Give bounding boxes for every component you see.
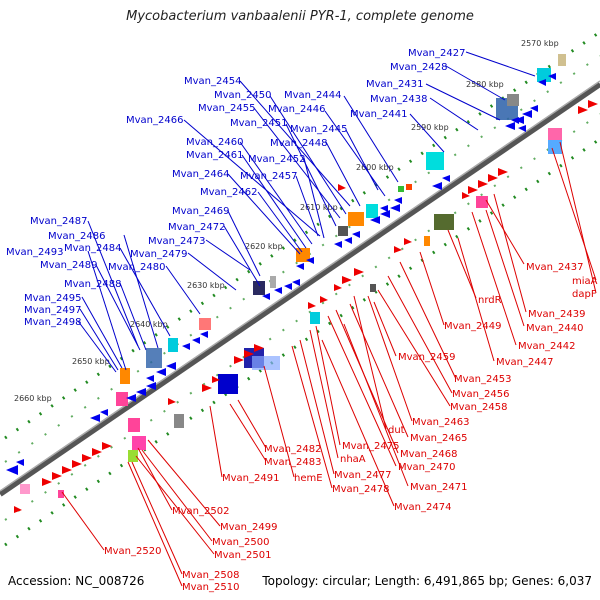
gene-label: Mvan_2484 bbox=[64, 243, 121, 254]
gene-label: nhaA bbox=[340, 454, 366, 465]
accession-text: Accession: NC_008726 bbox=[8, 574, 145, 588]
gene-label: Mvan_2477 bbox=[334, 470, 391, 481]
gene-label: Mvan_2469 bbox=[172, 206, 229, 217]
gene-label: Mvan_2482 bbox=[264, 444, 321, 455]
topology-text: Topology: circular; Length: 6,491,865 bp… bbox=[262, 574, 592, 588]
gene-label: Mvan_2455 bbox=[198, 103, 255, 114]
gene-label: nrdR bbox=[478, 295, 502, 306]
gene-label: Mvan_2463 bbox=[412, 417, 469, 428]
forward-leaders bbox=[77, 51, 536, 373]
gene-label: Mvan_2499 bbox=[220, 522, 277, 533]
gene-label: Mvan_2446 bbox=[268, 104, 325, 115]
gene-label: Mvan_2489 bbox=[40, 260, 97, 271]
gene-label: Mvan_2450 bbox=[214, 90, 271, 101]
gene-label: Mvan_2520 bbox=[104, 546, 161, 557]
gene-label: Mvan_2447 bbox=[496, 357, 553, 368]
tick-labels: 2570 kbp 2580 kbp 2590 kbp 2600 kbp 2610… bbox=[14, 39, 559, 403]
gene-label: Mvan_2458 bbox=[450, 402, 507, 413]
gene-label: Mvan_2475 bbox=[342, 441, 399, 452]
gene-label: Mvan_2453 bbox=[454, 374, 511, 385]
tick-label: 2640 kbp bbox=[130, 320, 168, 329]
tick-label: 2610 kbp bbox=[300, 203, 338, 212]
gene-label: Mvan_2437 bbox=[526, 262, 583, 273]
gene-label: Mvan_2448 bbox=[270, 138, 327, 149]
gene-label: Mvan_2428 bbox=[390, 62, 447, 73]
map-title: Mycobacterium vanbaalenii PYR-1, complet… bbox=[126, 9, 474, 24]
gene-label: Mvan_2459 bbox=[398, 352, 455, 363]
gene-label: Mvan_2440 bbox=[526, 323, 583, 334]
gene-label: Mvan_2452 bbox=[248, 154, 305, 165]
gene-label: Mvan_2502 bbox=[172, 506, 229, 517]
gene-label: Mvan_2473 bbox=[148, 236, 205, 247]
gene-label: Mvan_2442 bbox=[518, 341, 575, 352]
tick-label: 2590 kbp bbox=[411, 123, 449, 132]
gene-label: Mvan_2486 bbox=[48, 231, 105, 242]
gene-label: Mvan_2454 bbox=[184, 76, 241, 87]
gene-label: Mvan_2457 bbox=[240, 171, 297, 182]
gene-label: Mvan_2483 bbox=[264, 457, 321, 468]
gene-label: Mvan_2439 bbox=[528, 309, 585, 320]
gene-label: dapF bbox=[572, 289, 597, 300]
reverse-arrows bbox=[14, 100, 598, 513]
tick-label: 2600 kbp bbox=[356, 163, 394, 172]
gene-label: Mvan_2462 bbox=[200, 187, 257, 198]
gene-label: Mvan_2468 bbox=[400, 449, 457, 460]
gene-label: Mvan_2451 bbox=[230, 118, 287, 129]
gene-label: Mvan_2449 bbox=[444, 321, 501, 332]
gene-label: Mvan_2445 bbox=[290, 124, 347, 135]
gene-label: Mvan_2488 bbox=[64, 279, 121, 290]
reverse-gene-labels: Mvan_2437 miaA dapF nrdR Mvan_2439 Mvan_… bbox=[104, 262, 598, 593]
tick-label: 2630 kbp bbox=[187, 281, 225, 290]
gene-label: Mvan_2495 bbox=[24, 293, 81, 304]
gene-label: Mvan_2510 bbox=[182, 582, 239, 593]
forward-arrows bbox=[6, 73, 556, 475]
feature-blocks bbox=[20, 54, 566, 498]
gene-label: Mvan_2474 bbox=[394, 502, 451, 513]
gene-label: Mvan_2444 bbox=[284, 90, 341, 101]
gene-label: Mvan_2493 bbox=[6, 247, 63, 258]
gene-label: Mvan_2479 bbox=[130, 249, 187, 260]
gene-label: Mvan_2461 bbox=[186, 150, 243, 161]
tick-label: 2570 kbp bbox=[521, 39, 559, 48]
gene-label: Mvan_2471 bbox=[410, 482, 467, 493]
gene-label: miaA bbox=[572, 276, 598, 287]
gene-label: Mvan_2438 bbox=[370, 94, 427, 105]
gene-label: Mvan_2497 bbox=[24, 305, 81, 316]
reverse-leaders bbox=[61, 141, 597, 587]
gene-label: dut bbox=[388, 425, 405, 436]
gene-label: Mvan_2470 bbox=[398, 462, 455, 473]
gene-label: Mvan_2465 bbox=[410, 433, 467, 444]
gene-label: Mvan_2498 bbox=[24, 317, 81, 328]
gene-label: Mvan_2480 bbox=[108, 262, 165, 273]
gene-label: Mvan_2431 bbox=[366, 79, 423, 90]
gene-label: Mvan_2456 bbox=[452, 389, 509, 400]
gene-label: hemE bbox=[294, 473, 323, 484]
gene-label: Mvan_2441 bbox=[350, 109, 407, 120]
tick-label: 2580 kbp bbox=[466, 80, 504, 89]
gene-label: Mvan_2501 bbox=[214, 550, 271, 561]
gene-label: Mvan_2427 bbox=[408, 48, 465, 59]
tick-label: 2620 kbp bbox=[245, 242, 283, 251]
gene-label: Mvan_2491 bbox=[222, 473, 279, 484]
gene-label: Mvan_2508 bbox=[182, 570, 239, 581]
tick-label: 2660 kbp bbox=[14, 394, 52, 403]
gene-label: Mvan_2472 bbox=[168, 222, 225, 233]
gene-label: Mvan_2478 bbox=[332, 484, 389, 495]
gene-label: Mvan_2460 bbox=[186, 137, 243, 148]
gene-label: Mvan_2464 bbox=[172, 169, 229, 180]
forward-gene-labels: Mvan_2427 Mvan_2428 Mvan_2431 Mvan_2438 … bbox=[6, 48, 465, 328]
gene-label: Mvan_2466 bbox=[126, 115, 183, 126]
gene-label: Mvan_2487 bbox=[30, 216, 87, 227]
tick-label: 2650 kbp bbox=[72, 357, 110, 366]
gene-label: Mvan_2500 bbox=[212, 537, 269, 548]
